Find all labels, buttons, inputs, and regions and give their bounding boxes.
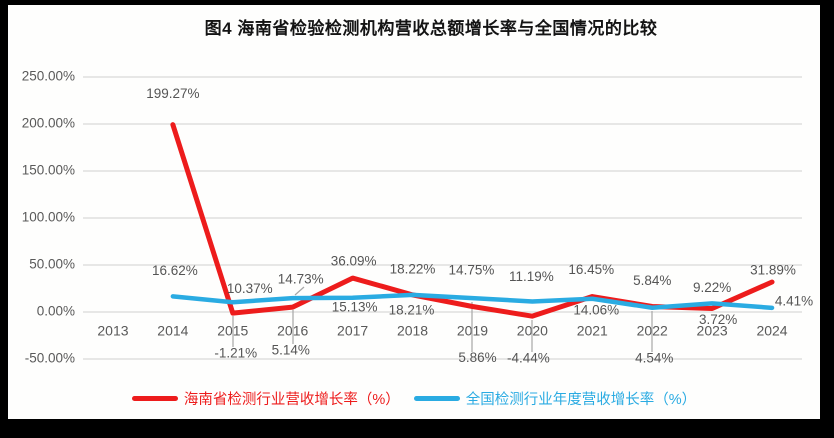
chart-title: 图4 海南省检验检测机构营收总额增长率与全国情况的比较 [204, 19, 658, 38]
hainan-line-swatch [131, 396, 178, 401]
legend-label-hainan: 海南省检测行业营收增长率（%） [183, 392, 400, 408]
legend-item-hainan: 海南省检测行业营收增长率（%） [131, 388, 400, 409]
legend-item-national: 全国检测行业年度营收增长率（%） [413, 388, 697, 409]
chart-legend: 海南省检测行业营收增长率（%） 全国检测行业年度营收增长率（%） [8, 388, 820, 409]
national-line-swatch [413, 396, 460, 401]
legend-label-national: 全国检测行业年度营收增长率（%） [465, 392, 697, 408]
chart-canvas: 图4 海南省检验检测机构营收总额增长率与全国情况的比较 海南省检测行业营收增长率… [8, 5, 820, 419]
